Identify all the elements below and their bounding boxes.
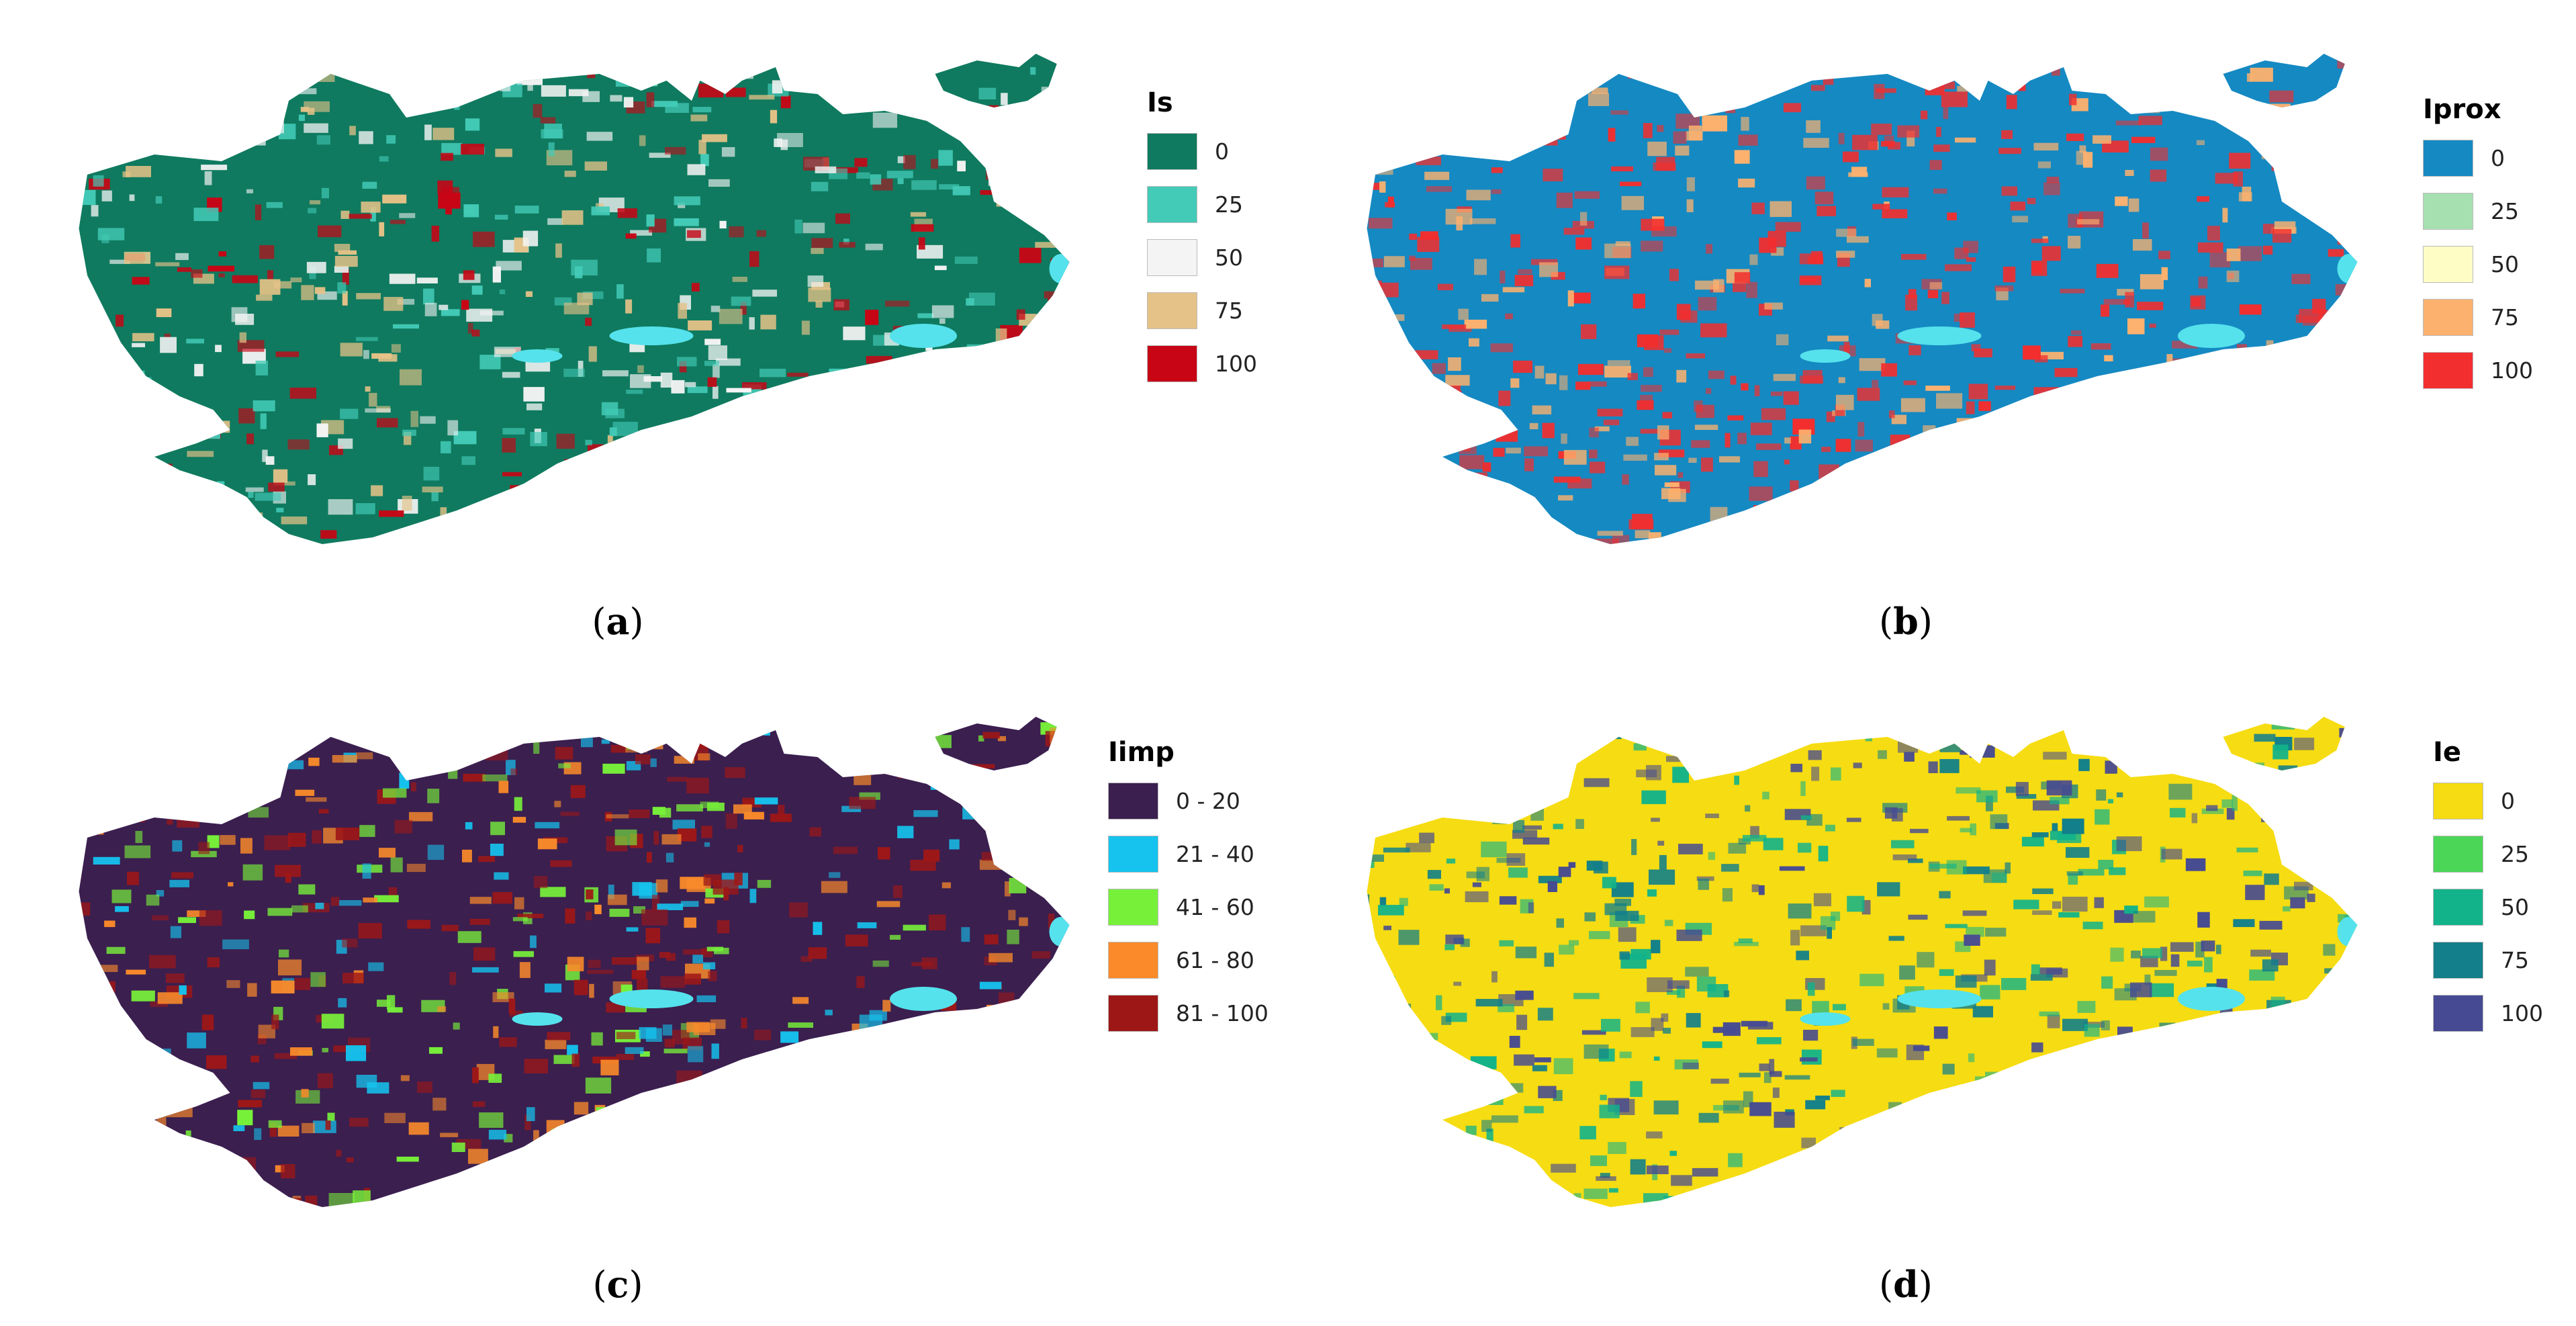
- legend-title: Is: [1147, 87, 1173, 118]
- legend-item: 100: [2423, 344, 2533, 397]
- legend-item: 0 - 20: [1108, 775, 1269, 828]
- legend-swatch: [1147, 133, 1197, 170]
- legend-item: 100: [2433, 987, 2543, 1040]
- lagoon: [890, 987, 957, 1011]
- legend-label: 0: [1215, 138, 1229, 165]
- legend-swatch: [2433, 942, 2483, 979]
- legend-swatch: [1147, 239, 1197, 276]
- legend-label: 25: [1215, 191, 1243, 218]
- legend-swatch: [1108, 942, 1158, 979]
- lagoon: [2178, 987, 2245, 1011]
- legend-item: 61 - 80: [1108, 934, 1269, 987]
- legend-label: 100: [1215, 351, 1257, 377]
- caption-d: (d): [1879, 1263, 1933, 1306]
- legend-a: Is 0 25 50 75 100: [1147, 87, 1257, 390]
- legend-label: 75: [1215, 298, 1243, 324]
- lagoon: [1800, 1012, 1851, 1026]
- legend-item: 0: [2433, 775, 2543, 828]
- lagoon: [1049, 254, 1070, 283]
- legend-swatch: [2423, 299, 2473, 336]
- caption-c: (c): [592, 1263, 643, 1306]
- legend-b: Iprox 0 25 50 75 100: [2423, 94, 2533, 397]
- lagoon: [1049, 917, 1070, 946]
- legend-swatch: [1108, 889, 1158, 926]
- panel-b: Iprox 0 25 50 75 100 (b): [1288, 0, 2576, 663]
- legend-label: 100: [2491, 357, 2533, 384]
- legend-title: Ie: [2433, 737, 2462, 768]
- panel-d: Ie 0 25 50 75 100 (d): [1288, 663, 2576, 1326]
- lagoon: [512, 1012, 563, 1026]
- legend-label: 25: [2501, 841, 2529, 867]
- lagoon: [2337, 254, 2358, 283]
- legend-item: 41 - 60: [1108, 881, 1269, 934]
- legend-label: 0 - 20: [1176, 788, 1240, 814]
- legend-swatch: [1147, 345, 1197, 382]
- legend-swatch: [1108, 995, 1158, 1032]
- legend-swatch: [2433, 995, 2483, 1032]
- legend-swatch: [2423, 140, 2473, 177]
- legend-swatch: [2423, 352, 2473, 389]
- legend-swatch: [1108, 783, 1158, 820]
- legend-label: 50: [1215, 245, 1243, 271]
- legend-swatch: [1108, 836, 1158, 873]
- caption-a: (a): [592, 600, 644, 643]
- legend-label: 81 - 100: [1176, 1000, 1269, 1026]
- legend-label: 41 - 60: [1176, 894, 1254, 920]
- lagoon: [1800, 349, 1851, 363]
- legend-swatch: [2433, 836, 2483, 873]
- legend-label: 50: [2501, 894, 2529, 920]
- lagoon: [1897, 989, 1982, 1008]
- legend-item: 0: [1147, 125, 1257, 178]
- legend-c: Iimp 0 - 20 21 - 40 41 - 60 61 - 80 81 - 100: [1108, 737, 1269, 1040]
- legend-item: 75: [2423, 291, 2533, 344]
- legend-d: Ie 0 25 50 75 100: [2433, 737, 2543, 1040]
- panel-c: Iimp 0 - 20 21 - 40 41 - 60 61 - 80 81 - 100…: [0, 663, 1288, 1326]
- legend-item: 25: [1147, 178, 1257, 231]
- legend-swatch: [2423, 246, 2473, 283]
- map-a: [79, 54, 1070, 544]
- legend-title: Iprox: [2423, 94, 2501, 125]
- lagoon: [1897, 326, 1982, 345]
- lagoon: [2178, 324, 2245, 348]
- legend-label: 21 - 40: [1176, 841, 1254, 867]
- caption-b: (b): [1879, 600, 1933, 643]
- legend-swatch: [1147, 292, 1197, 329]
- legend-item: 100: [1147, 337, 1257, 390]
- legend-label: 75: [2501, 947, 2529, 973]
- legend-item: 25: [2423, 185, 2533, 238]
- legend-label: 100: [2501, 1000, 2543, 1026]
- legend-label: 50: [2491, 251, 2519, 277]
- map-land: [1367, 717, 2358, 1207]
- panel-a: Is 0 25 50 75 100 (a): [0, 0, 1288, 663]
- legend-item: 81 - 100: [1108, 987, 1269, 1040]
- map-d: [1367, 717, 2358, 1207]
- lagoon: [609, 989, 694, 1008]
- legend-label: 61 - 80: [1176, 947, 1254, 973]
- legend-item: 25: [2433, 828, 2543, 881]
- lagoon: [890, 324, 957, 348]
- legend-item: 21 - 40: [1108, 828, 1269, 881]
- legend-title: Iimp: [1108, 737, 1175, 768]
- legend-item: 0: [2423, 132, 2533, 185]
- legend-item: 50: [1147, 231, 1257, 284]
- lagoon: [512, 349, 563, 363]
- legend-label: 25: [2491, 198, 2519, 224]
- legend-label: 0: [2491, 145, 2505, 171]
- lagoon: [2337, 917, 2358, 946]
- legend-swatch: [2433, 889, 2483, 926]
- legend-label: 75: [2491, 304, 2519, 330]
- legend-swatch: [2423, 193, 2473, 230]
- legend-swatch: [1147, 186, 1197, 223]
- legend-item: 50: [2423, 238, 2533, 291]
- legend-label: 0: [2501, 788, 2515, 814]
- legend-swatch: [2433, 783, 2483, 820]
- map-c: [79, 717, 1070, 1207]
- legend-item: 50: [2433, 881, 2543, 934]
- legend-item: 75: [2433, 934, 2543, 987]
- lagoon: [609, 326, 694, 345]
- map-b: [1367, 54, 2358, 544]
- legend-item: 75: [1147, 284, 1257, 337]
